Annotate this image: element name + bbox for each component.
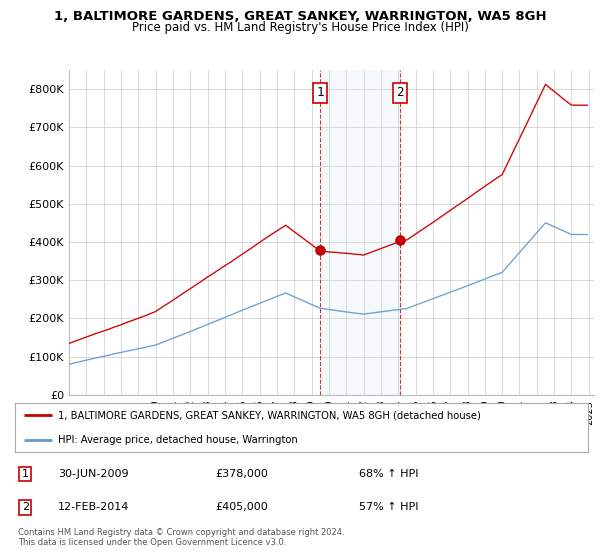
Text: 2: 2 — [22, 502, 29, 512]
Text: 1, BALTIMORE GARDENS, GREAT SANKEY, WARRINGTON, WA5 8GH (detached house): 1, BALTIMORE GARDENS, GREAT SANKEY, WARR… — [58, 410, 481, 420]
Text: 12-FEB-2014: 12-FEB-2014 — [58, 502, 130, 512]
Text: 1: 1 — [316, 86, 324, 100]
Text: 1, BALTIMORE GARDENS, GREAT SANKEY, WARRINGTON, WA5 8GH: 1, BALTIMORE GARDENS, GREAT SANKEY, WARR… — [53, 10, 547, 23]
Text: Price paid vs. HM Land Registry's House Price Index (HPI): Price paid vs. HM Land Registry's House … — [131, 21, 469, 34]
Text: 2: 2 — [396, 86, 404, 100]
Text: 1: 1 — [22, 469, 29, 479]
Text: £405,000: £405,000 — [215, 502, 268, 512]
Text: 68% ↑ HPI: 68% ↑ HPI — [359, 469, 418, 479]
Text: 57% ↑ HPI: 57% ↑ HPI — [359, 502, 418, 512]
Text: Contains HM Land Registry data © Crown copyright and database right 2024.
This d: Contains HM Land Registry data © Crown c… — [18, 528, 344, 547]
Bar — [320, 70, 400, 395]
Text: 30-JUN-2009: 30-JUN-2009 — [58, 469, 128, 479]
Text: £378,000: £378,000 — [215, 469, 268, 479]
Text: HPI: Average price, detached house, Warrington: HPI: Average price, detached house, Warr… — [58, 435, 298, 445]
